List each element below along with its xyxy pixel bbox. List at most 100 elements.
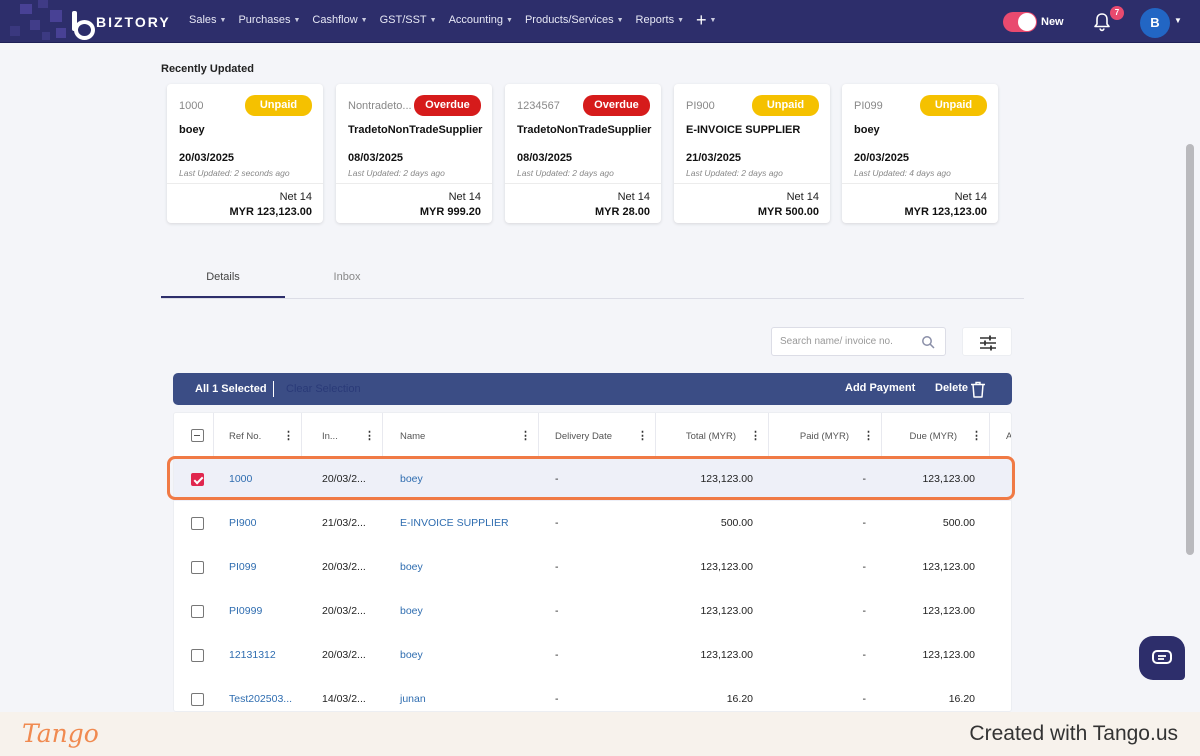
delivery-date: - [555, 693, 559, 705]
card-last-updated: Last Updated: 2 days ago [348, 168, 445, 178]
tab-inbox[interactable]: Inbox [333, 271, 361, 283]
table-header: Ref No. ⋮ In... ⋮ Name ⋮ Delivery Date ⋮ Tot… [174, 413, 1011, 458]
tab-details[interactable]: Details [206, 271, 240, 283]
table-row[interactable]: PI0999 20/03/2... boey - 123,123.00 - 12… [174, 589, 1011, 633]
add-payment-button[interactable]: Add Payment [845, 382, 916, 394]
ref-link[interactable]: 12131312 [229, 649, 276, 661]
select-all-header [174, 413, 214, 458]
column-header-label: Ref No. [229, 431, 262, 442]
supplier-link[interactable]: boey [400, 561, 423, 573]
table-row[interactable]: PI099 20/03/2... boey - 123,123.00 - 123… [174, 545, 1011, 589]
row-checkbox[interactable] [191, 605, 204, 618]
menu-gst-sst[interactable]: GST/SST ▼ [380, 14, 437, 26]
ref-link[interactable]: 1000 [229, 473, 253, 485]
row-checkbox[interactable] [191, 693, 204, 706]
menu-purchases[interactable]: Purchases ▼ [238, 14, 300, 26]
column-header-label: Delivery Date [555, 431, 613, 442]
card-ref: PI099 [854, 100, 883, 112]
ref-link[interactable]: PI0999 [229, 605, 263, 617]
menu-quick-add[interactable]: + ▼ [696, 11, 716, 29]
more-vertical-icon[interactable]: ⋮ [364, 430, 375, 442]
chat-icon [1152, 650, 1172, 664]
recent-invoice-card[interactable]: Nontradeto... Overdue TradetoNonTradeSup… [336, 84, 492, 223]
chevron-down-icon[interactable]: ▼ [1174, 16, 1182, 25]
paid-amount: - [862, 473, 867, 485]
tabs-divider [161, 298, 1024, 299]
row-checkbox[interactable] [191, 561, 204, 574]
card-date: 21/03/2025 [686, 152, 742, 164]
clear-selection-link[interactable]: Clear Selection [286, 383, 361, 395]
ref-link[interactable]: Test202503... [229, 693, 293, 705]
column-header-total[interactable]: Total (MYR) ⋮ [656, 413, 769, 458]
column-header-invoice-date[interactable]: In... ⋮ [302, 413, 383, 458]
total-amount: 123,123.00 [700, 561, 753, 573]
ref-link[interactable]: PI099 [229, 561, 257, 573]
column-header-due[interactable]: Due (MYR) ⋮ [882, 413, 990, 458]
more-vertical-icon[interactable]: ⋮ [637, 430, 648, 442]
more-vertical-icon[interactable]: ⋮ [971, 430, 982, 442]
table-row[interactable]: 12131312 20/03/2... boey - 123,123.00 - … [174, 633, 1011, 677]
column-header-label: Total (MYR) [685, 431, 736, 442]
menu-sales[interactable]: Sales ▼ [189, 14, 226, 26]
trash-icon[interactable] [970, 381, 986, 398]
table-row[interactable]: 1000 20/03/2... boey - 123,123.00 - 123,… [174, 457, 1011, 501]
due-amount: 123,123.00 [922, 561, 975, 573]
column-header-delivery-date[interactable]: Delivery Date ⋮ [539, 413, 656, 458]
select-all-checkbox[interactable] [191, 429, 204, 442]
recent-invoice-card[interactable]: 1000 Unpaid boey 20/03/2025 Last Updated… [167, 84, 323, 223]
more-vertical-icon[interactable]: ⋮ [283, 430, 294, 442]
menu-accounting[interactable]: Accounting ▼ [449, 14, 513, 26]
delete-button[interactable]: Delete [935, 382, 969, 394]
column-header-ref[interactable]: Ref No. ⋮ [214, 413, 302, 458]
avatar[interactable]: B [1140, 8, 1170, 38]
card-amount: MYR 28.00 [594, 206, 650, 218]
chevron-down-icon: ▼ [360, 16, 368, 24]
card-amount: MYR 123,123.00 [229, 206, 312, 218]
more-vertical-icon[interactable]: ⋮ [863, 430, 874, 442]
menu-reports[interactable]: Reports ▼ [636, 14, 684, 26]
card-name: boey [179, 124, 205, 136]
selection-count: All 1 Selected [195, 383, 267, 395]
menu-cashflow[interactable]: Cashflow ▼ [312, 14, 367, 26]
recent-invoice-card[interactable]: PI900 Unpaid E-INVOICE SUPPLIER 21/03/20… [674, 84, 830, 223]
supplier-link[interactable]: E-INVOICE SUPPLIER [400, 517, 509, 529]
card-ref: Nontradeto... [348, 100, 412, 112]
row-checkbox[interactable] [191, 473, 204, 486]
supplier-link[interactable]: boey [400, 473, 423, 485]
chevron-down-icon: ▼ [616, 16, 624, 24]
more-vertical-icon[interactable]: ⋮ [520, 430, 531, 442]
bell-icon[interactable] [1093, 12, 1111, 32]
table-row[interactable]: PI900 21/03/2... E-INVOICE SUPPLIER - 50… [174, 501, 1011, 545]
more-vertical-icon[interactable]: ⋮ [750, 430, 761, 442]
recent-invoice-card[interactable]: 1234567 Overdue TradetoNonTradeSupplier … [505, 84, 661, 223]
brand-logo[interactable]: BIZTORY [70, 11, 171, 40]
invoice-table: Ref No. ⋮ In... ⋮ Name ⋮ Delivery Date ⋮ Tot… [173, 412, 1012, 712]
row-checkbox[interactable] [191, 649, 204, 662]
page-scrollbar[interactable] [1186, 144, 1194, 555]
ref-link[interactable]: PI900 [229, 517, 257, 529]
menu-products-services[interactable]: Products/Services ▼ [525, 14, 624, 26]
active-tab-indicator [161, 296, 285, 298]
supplier-link[interactable]: boey [400, 649, 423, 661]
chat-button[interactable] [1139, 636, 1185, 680]
column-header-name[interactable]: Name ⋮ [383, 413, 539, 458]
new-ui-toggle[interactable] [1003, 12, 1037, 32]
column-header-paid[interactable]: Paid (MYR) ⋮ [769, 413, 882, 458]
chevron-down-icon: ▼ [293, 16, 301, 24]
search-icon[interactable] [921, 335, 935, 349]
top-navbar: BIZTORY Sales ▼ Purchases ▼ Cashflow ▼ GST/… [0, 0, 1200, 43]
tango-footer: Tango Created with Tango.us [0, 712, 1200, 756]
supplier-link[interactable]: junan [400, 693, 426, 705]
table-row[interactable]: Test202503... 14/03/2... junan - 16.20 -… [174, 677, 1011, 711]
total-amount: 16.20 [726, 693, 753, 705]
row-checkbox[interactable] [191, 517, 204, 530]
filter-settings-button[interactable] [962, 327, 1012, 356]
column-header-more[interactable]: A [990, 413, 1011, 458]
chevron-down-icon: ▼ [429, 16, 437, 24]
invoice-date: 20/03/2... [322, 561, 366, 573]
tango-credit: Created with Tango.us [969, 722, 1178, 745]
recent-invoice-card[interactable]: PI099 Unpaid boey 20/03/2025 Last Update… [842, 84, 998, 223]
supplier-link[interactable]: boey [400, 605, 423, 617]
search-input[interactable]: Search name/ invoice no. [771, 327, 946, 356]
status-badge: Overdue [414, 95, 481, 116]
